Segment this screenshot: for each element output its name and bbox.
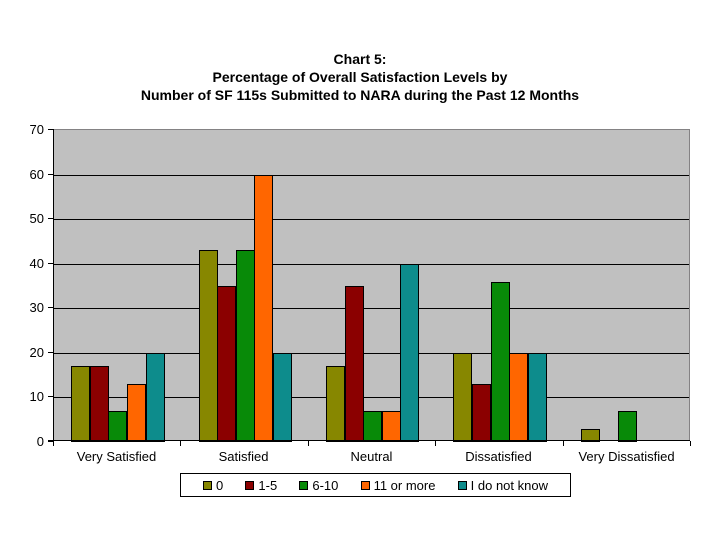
y-tick-50: [48, 218, 54, 219]
y-axis-label-0: 0: [36, 434, 44, 449]
legend-item-I do not know: I do not know: [457, 477, 548, 493]
legend-label: 1-5: [258, 477, 278, 493]
x-tick-4: [563, 441, 564, 446]
bar-I do not know-Very Satisfied: [146, 353, 165, 442]
y-axis-label-70: 70: [29, 122, 44, 137]
bar-6-10-Very Dissatisfied: [618, 411, 637, 442]
legend: 0 1-5 6-10 11 or more I do not know: [180, 473, 571, 497]
bar-0-Very Satisfied: [71, 366, 90, 442]
legend-marker-icon: [360, 480, 370, 490]
legend-marker-icon: [457, 480, 467, 490]
chart-title: Chart 5: Percentage of Overall Satisfact…: [0, 50, 720, 104]
y-tick-10: [48, 396, 54, 397]
bar-11 or more-Dissatisfied: [509, 353, 528, 442]
legend-marker-icon: [245, 480, 255, 490]
bar-6-10-Neutral: [363, 411, 382, 442]
bar-11 or more-Satisfied: [254, 175, 273, 442]
bar-1-5-Neutral: [345, 286, 364, 442]
gridline-20: [54, 353, 689, 354]
x-axis-line: [48, 440, 690, 441]
bar-1-5-Dissatisfied: [472, 384, 491, 442]
y-axis-label-60: 60: [29, 167, 44, 182]
y-tick-60: [48, 174, 54, 175]
legend-marker-icon: [299, 480, 309, 490]
bar-1-5-Satisfied: [217, 286, 236, 442]
bar-6-10-Very Satisfied: [108, 411, 127, 442]
y-axis-label-10: 10: [29, 389, 44, 404]
x-axis-label-4: Very Dissatisfied: [578, 449, 675, 464]
legend-item-1-5: 1-5: [245, 478, 277, 493]
legend-item-6-10: 6-10: [299, 478, 338, 493]
x-tick-2: [308, 441, 309, 446]
gridline-50: [54, 219, 689, 220]
bar-0-Dissatisfied: [453, 353, 472, 442]
y-axis-label-40: 40: [29, 256, 44, 271]
chart-title-line-1: Chart 5:: [333, 51, 387, 67]
bar-I do not know-Satisfied: [273, 353, 292, 442]
gridline-40: [54, 264, 689, 265]
bar-6-10-Dissatisfied: [491, 282, 510, 442]
bar-11 or more-Neutral: [382, 411, 401, 442]
gridline-30: [54, 308, 689, 309]
bar-I do not know-Dissatisfied: [528, 353, 547, 442]
bar-6-10-Satisfied: [236, 250, 255, 442]
y-tick-20: [48, 352, 54, 353]
chart-title-line-2: Percentage of Overall Satisfaction Level…: [212, 69, 508, 85]
x-axis-label-0: Very Satisfied: [76, 449, 157, 464]
x-axis-label-2: Neutral: [350, 449, 393, 464]
y-tick-30: [48, 307, 54, 308]
gridline-60: [54, 175, 689, 176]
plot-area: [53, 129, 690, 442]
legend-label: I do not know: [470, 477, 548, 493]
y-axis-label-50: 50: [29, 211, 44, 226]
x-axis-label-3: Dissatisfied: [465, 449, 532, 464]
bar-0-Very Dissatisfied: [581, 429, 600, 442]
bar-1-5-Very Satisfied: [90, 366, 109, 442]
x-tick-1: [180, 441, 181, 446]
y-tick-40: [48, 263, 54, 264]
gridline-10: [54, 397, 689, 398]
x-tick-3: [435, 441, 436, 446]
legend-label: 11 or more: [373, 477, 436, 493]
x-axis-label-1: Satisfied: [218, 449, 269, 464]
x-tick-0: [53, 441, 54, 446]
bar-11 or more-Very Satisfied: [127, 384, 146, 442]
legend-label: 0: [216, 477, 224, 493]
y-axis-label-30: 30: [29, 300, 44, 315]
legend-item-11 or more: 11 or more: [360, 477, 436, 493]
chart-title-line-3: Number of SF 115s Submitted to NARA duri…: [140, 87, 580, 103]
legend-marker-icon: [203, 480, 212, 490]
y-axis-line: [53, 129, 54, 441]
bar-I do not know-Neutral: [400, 264, 419, 442]
bar-0-Neutral: [326, 366, 345, 442]
y-tick-70: [48, 129, 54, 130]
bar-0-Satisfied: [199, 250, 218, 442]
y-axis-label-20: 20: [29, 345, 44, 360]
x-tick-5: [690, 441, 691, 446]
legend-label: 6-10: [312, 477, 339, 493]
legend-item-0: 0: [203, 478, 223, 493]
y-tick-0: [48, 441, 54, 442]
